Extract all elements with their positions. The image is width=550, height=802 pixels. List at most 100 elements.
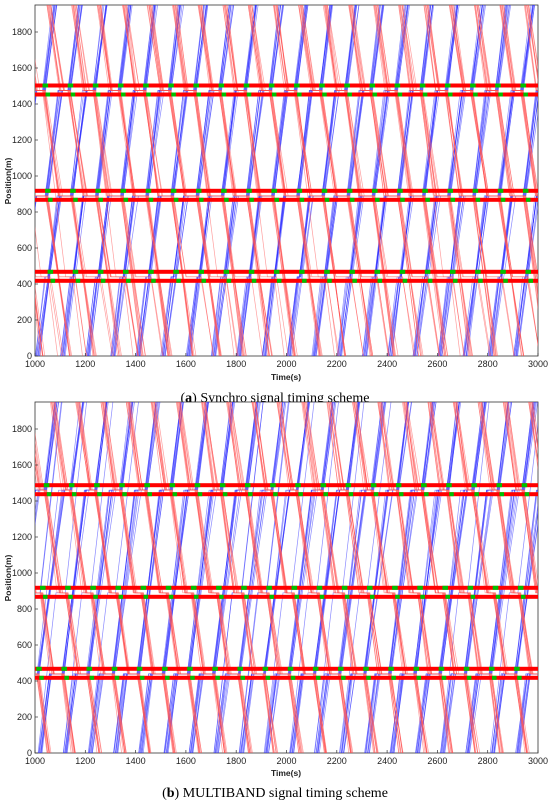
panel-a-trajectory-down: [277, 5, 345, 356]
panel-a-ytick-label: 600: [17, 243, 32, 253]
panel-a-signal-red-bar: [35, 278, 538, 283]
panel-a-signal-green-phase: [274, 197, 279, 202]
panel-b-signal-green-phase: [172, 492, 178, 497]
panel-b-signal-green-phase: [463, 666, 470, 671]
panel-b-signal-green-phase: [344, 594, 350, 599]
panel-b-signal-green-phase: [68, 594, 73, 599]
panel-b-signal-green-phase: [43, 483, 50, 488]
panel-b-ytick-label: 400: [17, 676, 32, 686]
panel-a-trajectory-down: [35, 226, 58, 356]
panel-b-signal-green-phase: [514, 666, 520, 671]
panel-a-signal-green-phase: [522, 188, 529, 193]
panel-b-signal-green-phase: [118, 594, 124, 599]
panel-b-trajectory-down: [35, 673, 52, 753]
panel-a-signal-green-phase: [268, 83, 275, 88]
panel-a-trajectory-down: [126, 5, 214, 356]
panel-b-signal-green-phase: [395, 594, 400, 599]
panel-b-signal-red-bar: [35, 594, 538, 599]
panel-b-plot-area: [35, 402, 550, 753]
panel-a-signal-green-phase: [447, 188, 453, 193]
panel-a-signal-440: [35, 269, 538, 283]
panel-a-signal-green-phase: [347, 92, 352, 97]
panel-a-signal-green-phase: [45, 188, 51, 193]
panel-a-signal-green-phase: [369, 83, 376, 88]
panel-a-caption-close: ): [192, 391, 200, 406]
panel-a-ticks: 1000 1200 1400 1600 1800 2000 2200 2400 2600 2800…: [12, 27, 548, 369]
panel-a-trajectory-down: [201, 5, 270, 356]
panel-a-trajectory-up: [540, 5, 550, 356]
panel-a-signal-green-phase: [97, 269, 104, 274]
panel-a-signal-green-phase: [173, 269, 179, 274]
panel-a-signal-green-phase: [377, 278, 383, 283]
panel-a-signal-green-phase: [176, 278, 181, 283]
panel-b-signal-green-phase: [194, 483, 201, 488]
panel-a-trajectory-down: [172, 5, 235, 356]
panel-a-trajectory-down: [349, 5, 419, 356]
panel-a-trajectory-down: [75, 5, 164, 356]
panel-b-signal-green-phase: [366, 585, 373, 590]
panel-b-signal-green-phase: [520, 594, 526, 599]
panel-a-signal-green-phase: [70, 188, 76, 193]
panel-a-trajectory-down: [523, 5, 538, 91]
panel-b-caption-open: (: [162, 786, 167, 801]
panel-a-signal-green-phase: [72, 269, 79, 274]
panel-b-signal-green-phase: [499, 492, 505, 497]
panel-b-xlabel: Time(s): [271, 768, 301, 778]
panel-b-ytick-label: 1600: [12, 460, 32, 470]
panel-a-trajectory-down: [96, 5, 169, 356]
panel-b-signal-green-phase: [165, 675, 170, 680]
panel-a-ytick-label: 200: [17, 315, 32, 325]
panel-b-trajectory-down: [54, 402, 127, 753]
panel-a-signal-green-phase: [251, 278, 257, 283]
panel-a-signal-green-phase: [473, 92, 478, 97]
panel-a-xtick-label: 2400: [377, 359, 397, 369]
panel-a-trajectory-down: [48, 5, 118, 356]
panel-a-trajectory-down: [402, 5, 472, 356]
panel-a-signal-green-phase: [146, 92, 151, 97]
panel-a-signal-green-phase: [123, 197, 129, 202]
panel-a-trajectory-up: [541, 5, 550, 356]
panel-a-signal-red-bar: [35, 269, 538, 274]
panel-b-trajectory-up: [542, 402, 550, 753]
panel-a-signal-green-phase: [500, 197, 506, 202]
panel-a-trajectory-down: [373, 5, 444, 356]
panel-b-signal-green-phase: [291, 585, 298, 590]
panel-a-signal-green-phase: [47, 269, 54, 274]
panel-a-signal-red-bar: [35, 197, 538, 202]
panel-a-signal-green-phase: [218, 83, 225, 88]
panel-a-signal-green-phase: [198, 269, 205, 274]
panel-b-trajectory-up: [517, 673, 538, 753]
panel-a-trajectory-down: [525, 5, 538, 91]
panel-b-series-down: [35, 402, 538, 753]
panel-b-xtick-label: 2800: [478, 756, 498, 766]
panel-b-signal-green-phase: [162, 666, 168, 671]
panel-a-signal-green-phase: [422, 188, 428, 193]
panel-b-chart: 1000 1200 1400 1600 1800 2000 2200 2400 2600 2800…: [3, 401, 550, 801]
panel-a-signal-green-phase: [321, 188, 328, 193]
panel-a-trajectory-down: [35, 79, 94, 356]
panel-b-trajectory-down: [381, 402, 454, 753]
panel-b-ytick-label: 0: [27, 748, 32, 758]
panel-b-signal-green-phase: [215, 675, 220, 680]
panel-b-signal-green-phase: [298, 492, 303, 497]
panel-a-trajectory-down: [503, 5, 538, 197]
panel-b-signal-green-phase: [290, 675, 296, 680]
panel-a-xtick-label: 2600: [427, 359, 447, 369]
panel-a-signal-green-phase: [143, 83, 149, 88]
panel-b-signal-green-phase: [86, 666, 93, 671]
panel-b-caption: (b) MULTIBAND signal timing scheme: [162, 786, 388, 801]
panel-b-signal-green-phase: [222, 492, 228, 497]
panel-b-signal-green-phase: [241, 585, 247, 590]
panel-b-signal-green-phase: [421, 483, 427, 488]
panel-b-signal-green-phase: [68, 483, 75, 488]
panel-b-signal-green-phase: [521, 483, 528, 488]
panel-b-ticks: 1000 1200 1400 1600 1800 2000 2200 2400 2600 2800…: [12, 424, 548, 766]
panel-b-ytick-label: 800: [17, 604, 32, 614]
panel-a-signal-green-phase: [75, 278, 81, 283]
panel-b-signal-green-phase: [492, 585, 499, 590]
panel-a-trajectory-up: [539, 5, 550, 356]
panel-b-signal-green-phase: [190, 585, 197, 590]
panel-a-trajectory-down: [301, 5, 372, 356]
panel-a-trajectory-down: [176, 5, 245, 356]
panel-a-signal-green-phase: [121, 92, 126, 97]
